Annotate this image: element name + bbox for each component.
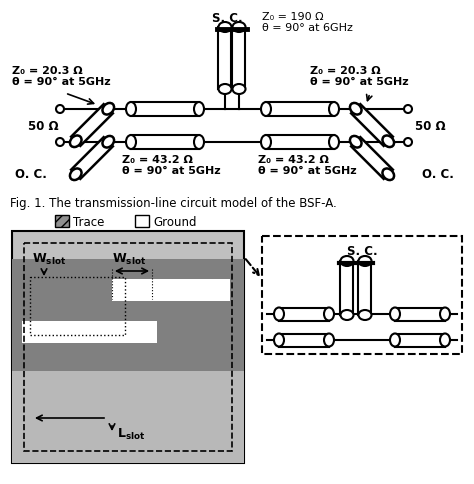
Text: S. C.: S. C. <box>346 244 377 257</box>
Ellipse shape <box>383 136 394 148</box>
Ellipse shape <box>274 334 284 347</box>
Bar <box>12 259 244 371</box>
Text: Z₀ = 190 Ω: Z₀ = 190 Ω <box>262 12 324 22</box>
Ellipse shape <box>219 85 231 95</box>
Ellipse shape <box>126 136 136 150</box>
Bar <box>279 334 329 347</box>
Bar <box>262 237 462 354</box>
Text: Z₀ = 20.3 Ω: Z₀ = 20.3 Ω <box>12 66 82 76</box>
Text: Z₀ = 43.2 Ω: Z₀ = 43.2 Ω <box>258 155 329 165</box>
Ellipse shape <box>358 257 372 267</box>
Text: O. C.: O. C. <box>15 167 47 181</box>
Ellipse shape <box>261 103 271 117</box>
Ellipse shape <box>56 139 64 147</box>
Bar <box>24 243 232 451</box>
Ellipse shape <box>350 136 362 148</box>
Text: Fig. 1. The transmission-line circuit model of the BSF-A.: Fig. 1. The transmission-line circuit mo… <box>10 197 337 210</box>
Ellipse shape <box>70 169 82 181</box>
Polygon shape <box>71 105 113 147</box>
Ellipse shape <box>383 169 394 181</box>
Ellipse shape <box>219 23 231 33</box>
Ellipse shape <box>390 334 400 347</box>
Ellipse shape <box>358 310 372 320</box>
Ellipse shape <box>194 136 204 150</box>
Ellipse shape <box>340 257 354 267</box>
Bar <box>395 334 445 347</box>
Bar <box>266 136 334 150</box>
Bar <box>30 277 125 335</box>
Bar <box>340 261 354 316</box>
Ellipse shape <box>70 136 82 148</box>
Ellipse shape <box>126 103 136 117</box>
Text: 50 Ω: 50 Ω <box>415 120 446 133</box>
Text: θ = 90° at 5GHz: θ = 90° at 5GHz <box>122 166 220 176</box>
Ellipse shape <box>329 103 339 117</box>
Text: 50 Ω: 50 Ω <box>28 120 59 133</box>
Bar <box>131 136 199 150</box>
Text: $\mathbf{W_{slot}}$: $\mathbf{W_{slot}}$ <box>112 252 146 267</box>
Bar <box>12 231 244 463</box>
Ellipse shape <box>233 85 246 95</box>
Ellipse shape <box>340 310 354 320</box>
Text: Trace: Trace <box>73 216 104 229</box>
Polygon shape <box>351 105 393 147</box>
Polygon shape <box>351 138 393 180</box>
Ellipse shape <box>261 136 271 150</box>
Bar <box>279 308 329 321</box>
Text: θ = 90° at 5GHz: θ = 90° at 5GHz <box>12 77 110 87</box>
Bar <box>22 321 157 343</box>
Bar <box>12 371 244 463</box>
Ellipse shape <box>194 103 204 117</box>
Bar <box>266 103 334 117</box>
Bar <box>233 28 246 90</box>
Ellipse shape <box>440 334 450 347</box>
Ellipse shape <box>56 106 64 114</box>
Bar <box>358 261 372 316</box>
Ellipse shape <box>233 23 246 33</box>
Text: $\mathbf{L_{slot}}$: $\mathbf{L_{slot}}$ <box>117 426 146 441</box>
Polygon shape <box>71 138 113 180</box>
Bar <box>131 103 199 117</box>
Ellipse shape <box>324 334 334 347</box>
Text: θ = 90° at 6GHz: θ = 90° at 6GHz <box>262 23 353 33</box>
Ellipse shape <box>390 308 400 321</box>
Ellipse shape <box>350 104 362 115</box>
Ellipse shape <box>404 139 412 147</box>
Bar <box>135 215 149 227</box>
Ellipse shape <box>329 136 339 150</box>
Bar <box>55 215 69 227</box>
Bar <box>112 279 230 302</box>
Text: Z₀ = 43.2 Ω: Z₀ = 43.2 Ω <box>122 155 193 165</box>
Text: θ = 90° at 5GHz: θ = 90° at 5GHz <box>310 77 409 87</box>
Ellipse shape <box>102 136 114 148</box>
Ellipse shape <box>324 308 334 321</box>
Ellipse shape <box>404 106 412 114</box>
Ellipse shape <box>274 308 284 321</box>
Ellipse shape <box>102 104 114 115</box>
Text: θ = 90° at 5GHz: θ = 90° at 5GHz <box>258 166 356 176</box>
Bar <box>395 308 445 321</box>
Bar <box>112 343 230 369</box>
Text: Z₀ = 20.3 Ω: Z₀ = 20.3 Ω <box>310 66 381 76</box>
Text: S. C.: S. C. <box>212 12 242 25</box>
Ellipse shape <box>440 308 450 321</box>
Text: Ground: Ground <box>153 216 197 229</box>
Bar <box>219 28 231 90</box>
Text: O. C.: O. C. <box>422 167 454 181</box>
Text: $\mathbf{W_{slot}}$: $\mathbf{W_{slot}}$ <box>32 252 66 267</box>
